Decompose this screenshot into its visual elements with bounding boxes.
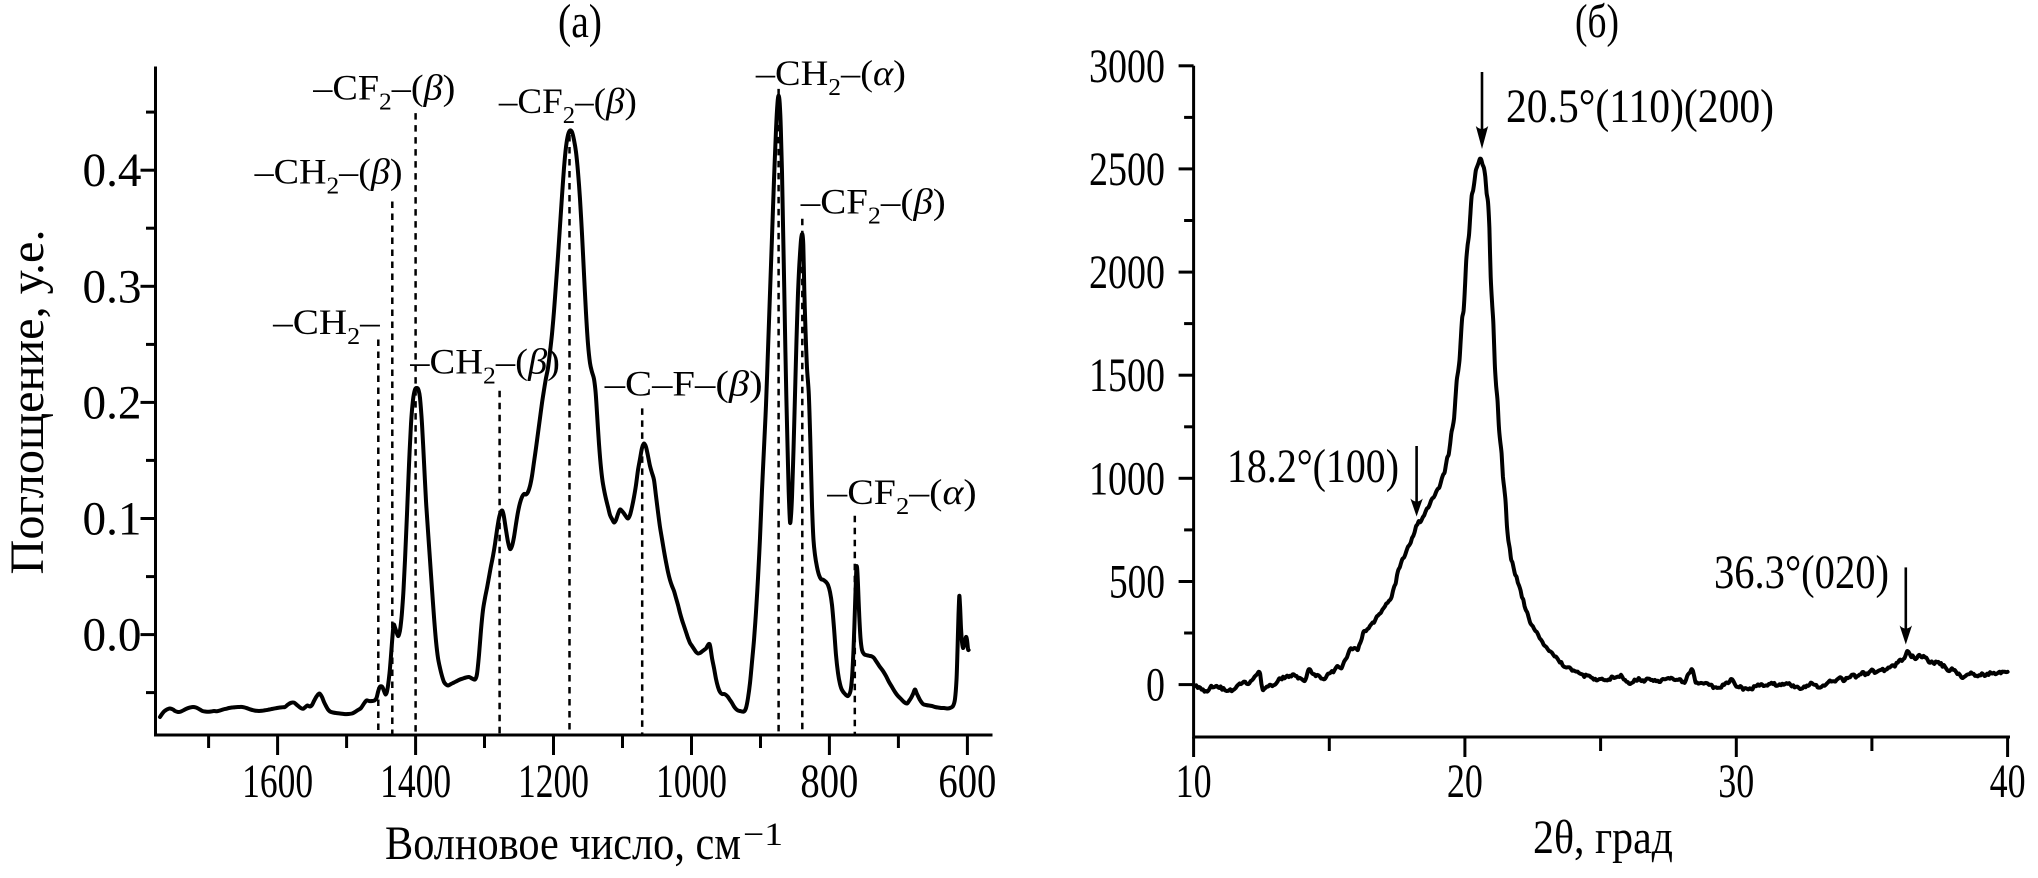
svg-text:0.3: 0.3 <box>83 260 142 313</box>
svg-text:600: 600 <box>938 755 996 808</box>
svg-text:800: 800 <box>800 755 858 808</box>
svg-text:(б): (б) <box>1575 0 1619 48</box>
svg-text:1400: 1400 <box>380 755 451 808</box>
svg-text:Волновое число, см: Волновое число, см <box>385 817 741 870</box>
svg-text:(а): (а) <box>558 0 602 48</box>
svg-text:–CF2​–(β): –CF2​–(β) <box>800 183 946 229</box>
svg-text:2000: 2000 <box>1089 246 1165 299</box>
svg-text:3000: 3000 <box>1089 40 1165 93</box>
svg-text:1200: 1200 <box>518 755 589 808</box>
svg-text:18.2°(100): 18.2°(100) <box>1227 440 1399 493</box>
svg-text:–CH2​–(β): –CH2​–(β) <box>409 343 560 390</box>
svg-text:0.0: 0.0 <box>83 609 142 662</box>
svg-text:–CF2​–(β): –CF2​–(β) <box>498 80 637 128</box>
svg-text:10: 10 <box>1176 755 1212 808</box>
svg-text:–CH2​–: –CH2​– <box>272 302 381 349</box>
svg-text:2θ, град: 2θ, град <box>1533 811 1673 864</box>
svg-text:–CF2​–(β): –CF2​–(β) <box>312 68 455 115</box>
svg-text:–CF2​–(α): –CF2​–(α) <box>826 473 976 520</box>
svg-text:0.2: 0.2 <box>83 376 142 429</box>
svg-text:0: 0 <box>1146 659 1165 712</box>
svg-text:500: 500 <box>1109 556 1165 609</box>
svg-text:0.1: 0.1 <box>83 493 142 546</box>
svg-text:20: 20 <box>1447 755 1483 808</box>
svg-text:Поглощение, у.е.: Поглощение, у.е. <box>1 230 54 575</box>
svg-text:20.5°(110)(200): 20.5°(110)(200) <box>1506 80 1774 133</box>
svg-text:−1: −1 <box>743 817 783 853</box>
svg-text:–CH2​–(α): –CH2​–(α) <box>755 54 906 101</box>
svg-text:1000: 1000 <box>656 755 727 808</box>
svg-text:40: 40 <box>1990 755 2026 808</box>
svg-text:1000: 1000 <box>1089 452 1165 505</box>
svg-text:36.3°(020): 36.3°(020) <box>1714 546 1889 599</box>
svg-text:–C–F–(β): –C–F–(β) <box>604 365 763 404</box>
svg-text:–CH2​–(β): –CH2​–(β) <box>254 152 403 199</box>
svg-text:0.4: 0.4 <box>83 144 142 197</box>
svg-text:1500: 1500 <box>1089 349 1165 402</box>
svg-text:30: 30 <box>1718 755 1754 808</box>
svg-text:2500: 2500 <box>1089 143 1165 196</box>
svg-text:1600: 1600 <box>242 755 313 808</box>
